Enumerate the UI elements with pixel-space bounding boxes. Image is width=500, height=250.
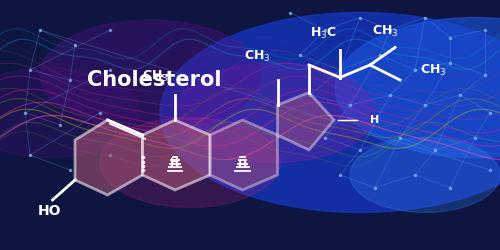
Text: H$_3$C: H$_3$C — [310, 26, 337, 41]
Text: CH$_3$: CH$_3$ — [420, 62, 446, 78]
Circle shape — [175, 62, 375, 162]
Polygon shape — [278, 92, 334, 150]
Text: CH$_3$: CH$_3$ — [244, 49, 271, 64]
Circle shape — [350, 138, 500, 212]
Circle shape — [40, 20, 260, 130]
Polygon shape — [142, 120, 210, 190]
Circle shape — [0, 68, 140, 158]
Text: HO: HO — [38, 204, 61, 218]
Text: H: H — [370, 115, 380, 125]
Text: Cholesterol: Cholesterol — [88, 70, 222, 90]
Circle shape — [160, 12, 500, 212]
Polygon shape — [210, 120, 278, 190]
Circle shape — [100, 118, 280, 208]
Text: H: H — [170, 158, 179, 168]
Text: CH$_3$: CH$_3$ — [372, 24, 398, 39]
Circle shape — [335, 18, 500, 158]
Text: CH$_3$: CH$_3$ — [142, 69, 169, 84]
Text: H: H — [238, 160, 247, 170]
Polygon shape — [75, 120, 142, 195]
